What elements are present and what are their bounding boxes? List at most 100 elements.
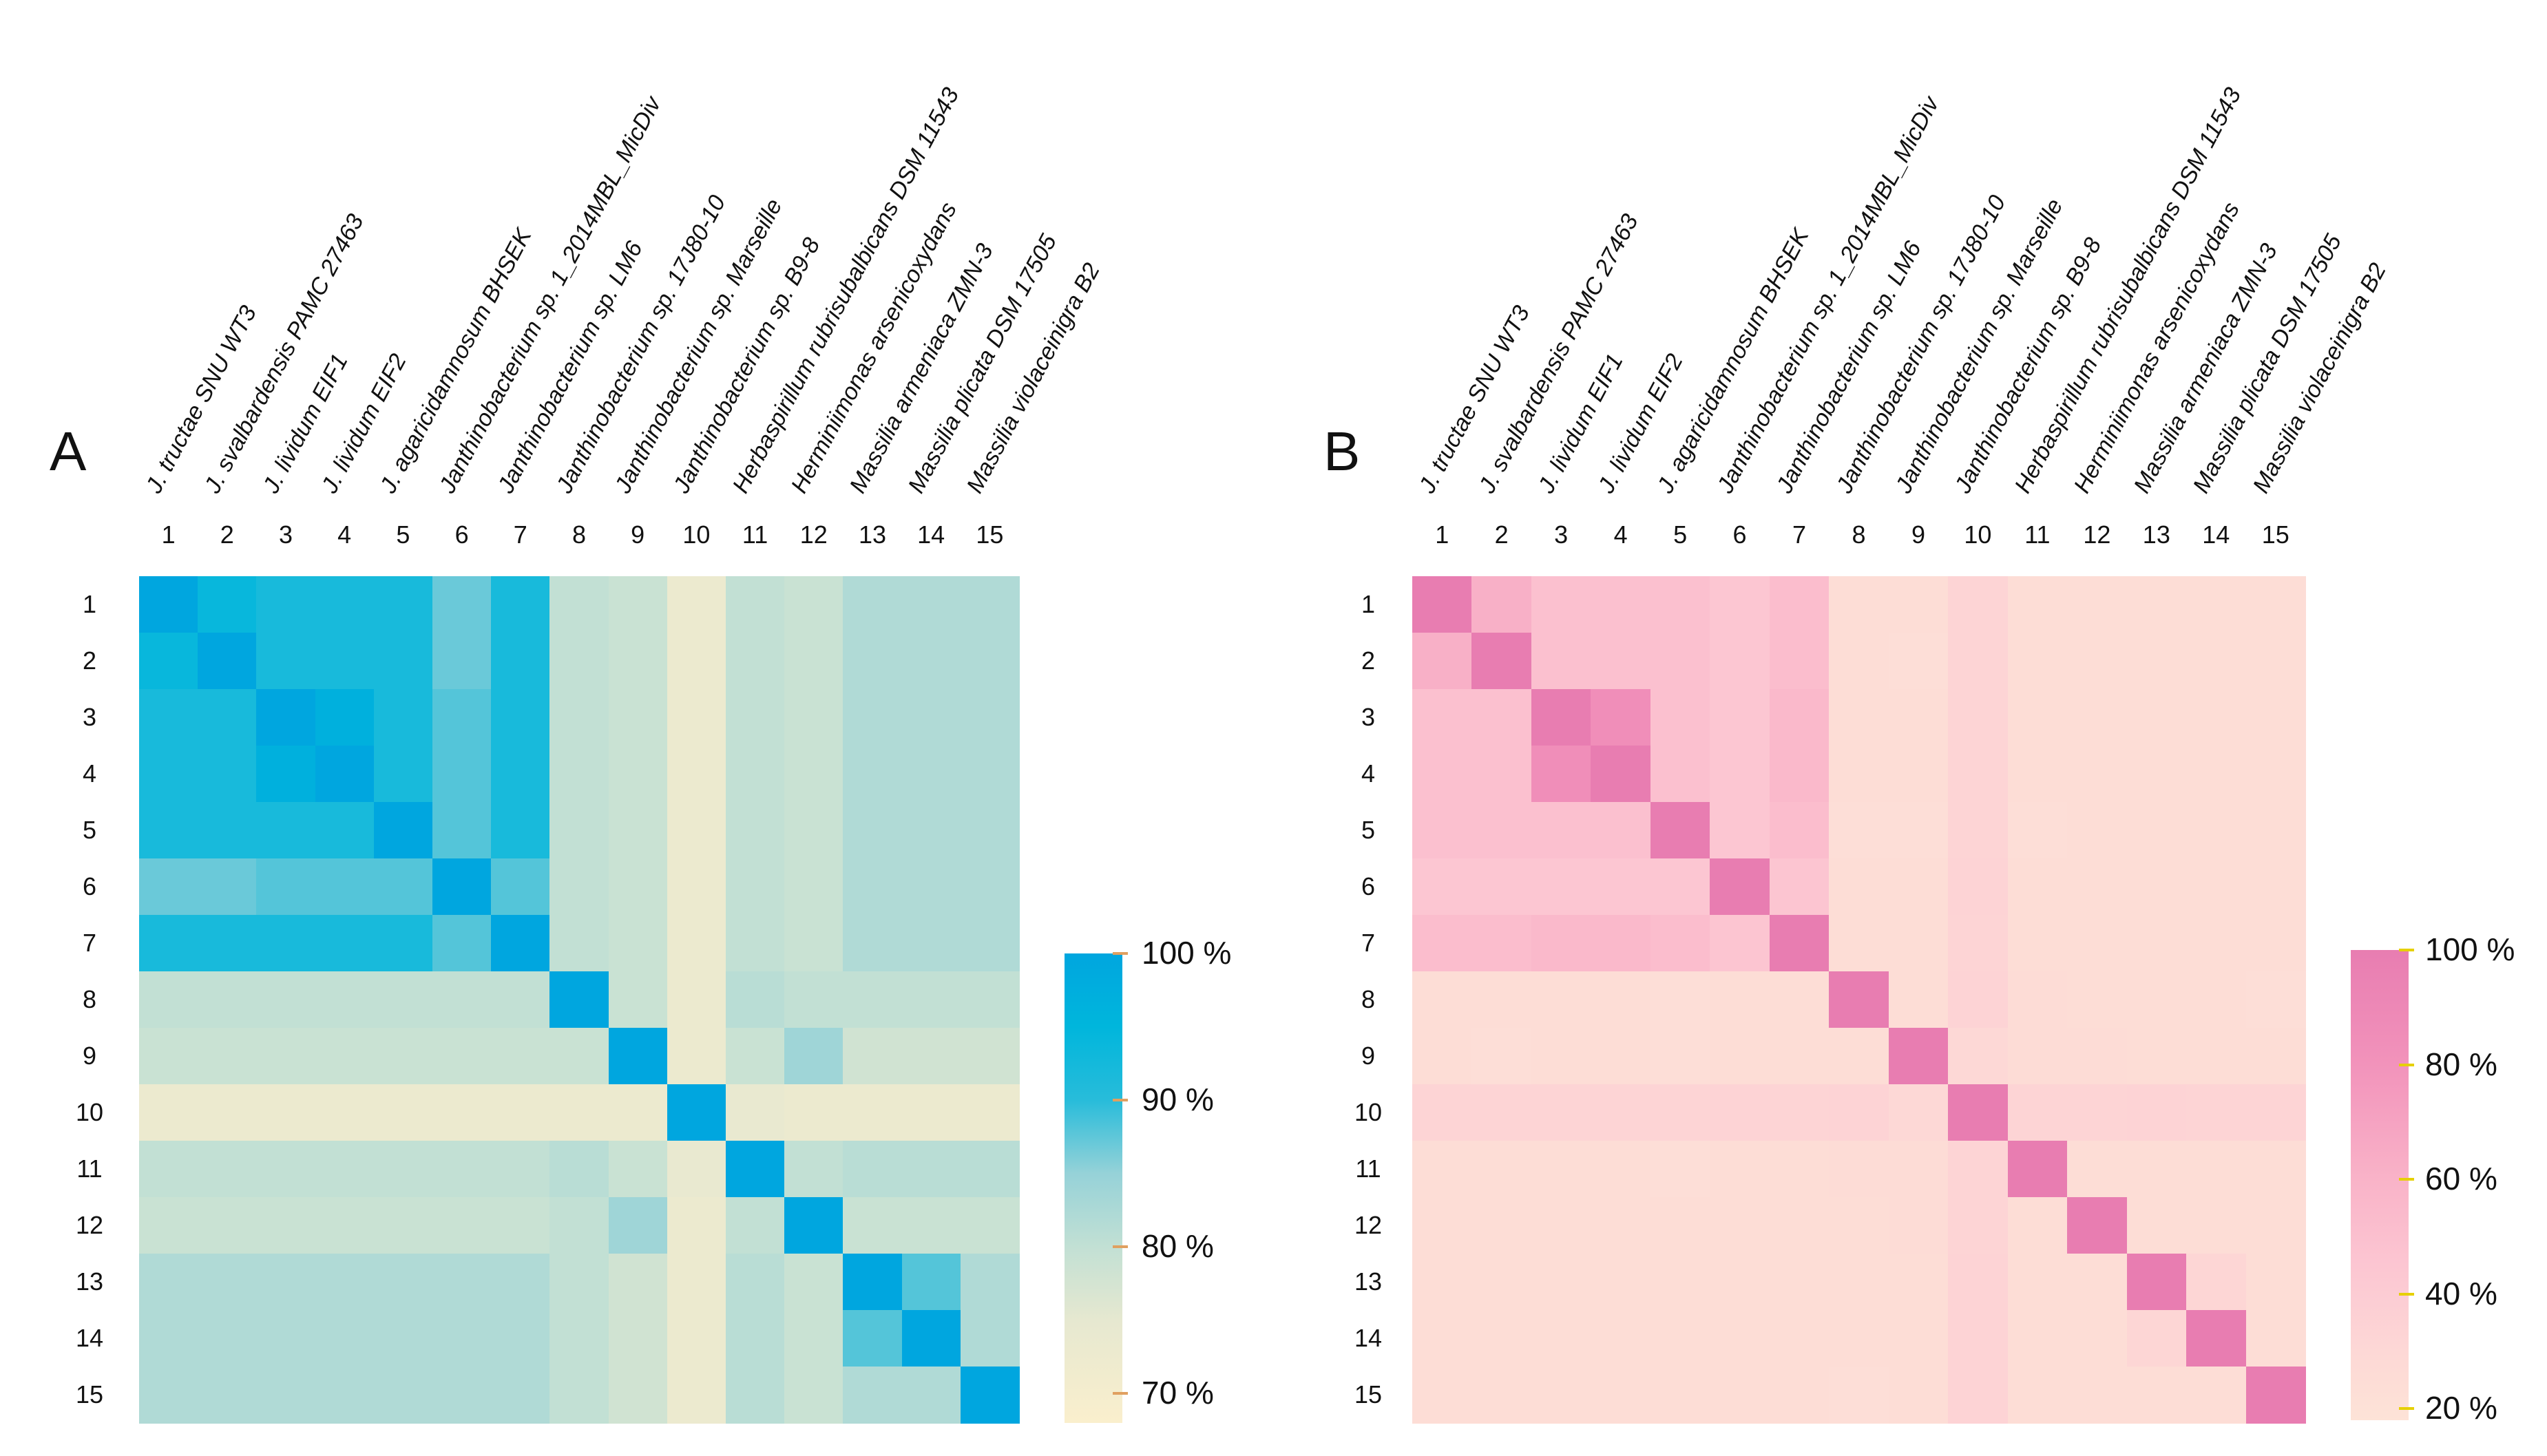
heatmap-cell bbox=[1591, 1141, 1651, 1198]
heatmap-cell bbox=[2007, 689, 2068, 746]
heatmap-cell bbox=[2067, 1310, 2128, 1367]
heatmap-cell bbox=[1471, 746, 1532, 803]
heatmap-cell bbox=[2245, 1197, 2306, 1254]
heatmap-cell bbox=[1710, 689, 1770, 746]
row-label: 7 bbox=[1361, 929, 1376, 957]
heatmap-cell bbox=[2067, 1084, 2128, 1141]
row-label: 1 bbox=[82, 590, 97, 618]
row-label: 7 bbox=[82, 929, 97, 957]
heatmap-cell bbox=[256, 746, 316, 803]
heatmap-cell bbox=[1888, 802, 1949, 859]
heatmap-cell bbox=[726, 746, 785, 803]
heatmap-cell bbox=[2245, 1254, 2306, 1311]
heatmap-cell bbox=[1591, 1197, 1651, 1254]
heatmap-cell bbox=[960, 1254, 1020, 1311]
colorbar-tick bbox=[1113, 952, 1128, 955]
heatmap-cell bbox=[843, 1028, 903, 1085]
row-label: 11 bbox=[1355, 1154, 1381, 1183]
heatmap-cell bbox=[373, 858, 433, 916]
colorbar-tick-label: 100 % bbox=[2425, 931, 2515, 967]
heatmap-cell bbox=[608, 1367, 668, 1424]
heatmap-cell bbox=[1769, 1310, 1830, 1367]
heatmap-cell bbox=[1412, 802, 1473, 859]
heatmap-cell bbox=[1471, 802, 1532, 859]
heatmap-cell bbox=[1591, 802, 1651, 859]
heatmap-cell bbox=[784, 746, 843, 803]
colorbar-tick bbox=[2399, 1063, 2414, 1066]
heatmap-cell bbox=[373, 1141, 433, 1198]
heatmap-cell bbox=[1888, 1197, 1949, 1254]
heatmap-cell bbox=[2067, 633, 2128, 690]
heatmap-cell bbox=[784, 1141, 843, 1198]
heatmap-cell bbox=[901, 858, 961, 916]
heatmap-cell bbox=[432, 1141, 492, 1198]
heatmap-cell bbox=[1888, 1254, 1949, 1311]
column-number: 9 bbox=[1911, 520, 1925, 549]
heatmap-cell bbox=[784, 858, 843, 916]
heatmap-cell bbox=[1650, 971, 1710, 1028]
heatmap-cell bbox=[315, 971, 375, 1028]
column-number: 11 bbox=[2024, 520, 2051, 549]
heatmap-cell bbox=[1888, 576, 1949, 633]
heatmap-cell bbox=[1591, 1254, 1651, 1311]
heatmap-cell bbox=[1471, 1197, 1532, 1254]
heatmap-cell bbox=[1710, 971, 1770, 1028]
heatmap-cell bbox=[2126, 858, 2187, 916]
row-label: 13 bbox=[75, 1267, 104, 1296]
heatmap-cell bbox=[1650, 802, 1710, 859]
heatmap-cell bbox=[1948, 1254, 2009, 1311]
colorbar-tick bbox=[2399, 949, 2414, 951]
column-label: Herbaspirillum rubrisubalbicans DSM 1154… bbox=[2009, 83, 2247, 498]
heatmap-cell bbox=[667, 689, 726, 746]
heatmap-cell bbox=[315, 1254, 375, 1311]
heatmap-cell bbox=[726, 1084, 785, 1141]
column-number: 4 bbox=[1613, 520, 1628, 549]
panel-b-letter: B bbox=[1323, 421, 1361, 482]
heatmap-cell bbox=[315, 1028, 375, 1085]
heatmap-cell bbox=[2007, 1084, 2068, 1141]
column-number: 2 bbox=[220, 520, 234, 549]
heatmap-cell bbox=[1888, 915, 1949, 972]
heatmap-cell bbox=[1650, 1310, 1710, 1367]
heatmap-cell bbox=[1412, 1084, 1473, 1141]
heatmap-cell bbox=[256, 576, 316, 633]
heatmap-cell bbox=[960, 915, 1020, 972]
heatmap-cell bbox=[608, 1310, 668, 1367]
heatmap-cell bbox=[608, 915, 668, 972]
heatmap-cell bbox=[1591, 971, 1651, 1028]
heatmap-cell bbox=[1471, 1084, 1532, 1141]
column-number: 13 bbox=[858, 520, 887, 549]
heatmap-cell bbox=[432, 1310, 492, 1367]
heatmap-cell bbox=[1888, 746, 1949, 803]
heatmap-cell bbox=[373, 971, 433, 1028]
row-label: 12 bbox=[1354, 1211, 1383, 1239]
heatmap-cell bbox=[2007, 915, 2068, 972]
heatmap-cell bbox=[726, 802, 785, 859]
column-label: Janthinobacterium sp. 1_2014MBL_MicDiv bbox=[1712, 92, 1945, 498]
column-number: 6 bbox=[454, 520, 469, 549]
heatmap-cell bbox=[1650, 746, 1710, 803]
heatmap-cell bbox=[2245, 689, 2306, 746]
heatmap-cell bbox=[256, 1197, 316, 1254]
heatmap-cell bbox=[432, 1028, 492, 1085]
heatmap-cell bbox=[1829, 1310, 1889, 1367]
heatmap-cell bbox=[2186, 746, 2247, 803]
heatmap-cell bbox=[667, 746, 726, 803]
heatmap-cell bbox=[432, 858, 492, 916]
heatmap-cell bbox=[1412, 1310, 1473, 1367]
heatmap-cell bbox=[1650, 1197, 1710, 1254]
heatmap-cell bbox=[315, 576, 375, 633]
heatmap-cell bbox=[1650, 633, 1710, 690]
heatmap-cell bbox=[843, 1367, 903, 1424]
heatmap-cell bbox=[726, 1254, 785, 1311]
heatmap-cell bbox=[491, 1254, 550, 1311]
heatmap-cell bbox=[549, 1197, 609, 1254]
heatmap-cell bbox=[1471, 633, 1532, 690]
heatmap-cell bbox=[1650, 576, 1710, 633]
heatmap-cell bbox=[2186, 971, 2247, 1028]
heatmap-cell bbox=[901, 689, 961, 746]
heatmap-cell bbox=[315, 689, 375, 746]
heatmap-cell bbox=[315, 1367, 375, 1424]
heatmap-cell bbox=[1591, 576, 1651, 633]
heatmap-cell bbox=[1471, 1254, 1532, 1311]
